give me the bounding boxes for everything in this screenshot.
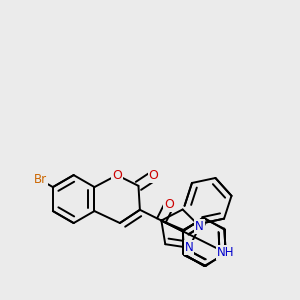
Text: O: O: [164, 198, 174, 211]
Text: N: N: [195, 220, 204, 233]
Text: O: O: [148, 169, 158, 182]
Text: Br: Br: [34, 173, 47, 186]
Text: NH: NH: [217, 246, 235, 259]
Text: O: O: [112, 169, 122, 182]
Text: N: N: [184, 241, 194, 254]
